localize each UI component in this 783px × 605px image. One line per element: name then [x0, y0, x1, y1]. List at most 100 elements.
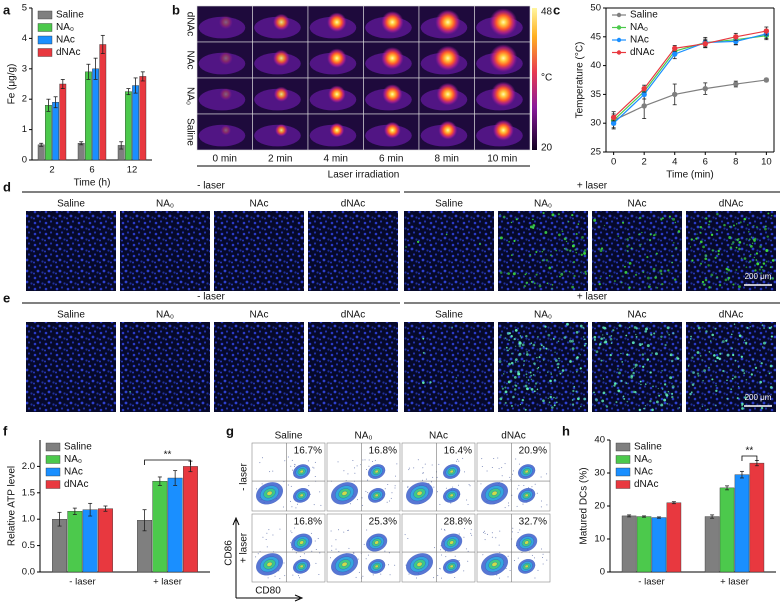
- signal: [536, 388, 539, 391]
- event: [452, 486, 454, 488]
- bar: [84, 71, 92, 161]
- event: [439, 568, 441, 570]
- signal: [736, 238, 739, 241]
- event: [540, 506, 542, 508]
- y-tick-label: 20: [594, 501, 605, 512]
- signal: [661, 217, 664, 220]
- density-contour: [374, 493, 379, 497]
- event: [284, 575, 286, 577]
- signal: [606, 333, 608, 336]
- event: [287, 456, 289, 458]
- event: [362, 504, 364, 506]
- hotspot: [327, 12, 347, 32]
- signal: [618, 324, 622, 327]
- density-contour: [266, 490, 273, 496]
- signal: [626, 238, 629, 241]
- x-tick-label: + laser: [720, 577, 749, 588]
- y-tick-label: 1.0: [22, 514, 35, 525]
- signal: [641, 343, 644, 345]
- signal: [540, 344, 543, 347]
- signal: [704, 257, 707, 260]
- signal: [572, 403, 575, 406]
- col-label: NA₀: [156, 199, 174, 210]
- event: [456, 458, 458, 460]
- density-contour: [449, 540, 454, 545]
- event: [516, 505, 518, 507]
- signal: [662, 388, 664, 390]
- signal: [538, 356, 541, 359]
- event: [433, 486, 435, 488]
- signal: [766, 235, 769, 238]
- event: [528, 487, 530, 489]
- event: [279, 528, 281, 530]
- signal: [542, 249, 545, 251]
- event: [467, 560, 469, 562]
- signal: [535, 273, 538, 276]
- event: [511, 494, 513, 496]
- event: [491, 532, 493, 534]
- significance-bracket: [741, 455, 758, 461]
- signal: [651, 408, 654, 412]
- signal: [716, 356, 719, 360]
- signal: [546, 282, 549, 284]
- colorbar-unit: °C: [541, 73, 552, 84]
- signal: [571, 244, 575, 248]
- event: [534, 577, 536, 579]
- event: [507, 576, 509, 578]
- signal: [573, 385, 576, 388]
- event: [291, 532, 293, 534]
- event: [294, 465, 296, 467]
- hotspot: [273, 86, 289, 102]
- signal: [663, 398, 667, 402]
- signal: [738, 285, 741, 289]
- point: [672, 51, 678, 57]
- flow-panel: Saline NA₀ NAc dNAc - laser 16.7% 16.8% 16.4% 20…: [224, 431, 551, 602]
- signal: [711, 333, 715, 337]
- signal: [583, 397, 587, 401]
- legend-swatch: [615, 455, 631, 464]
- event: [269, 471, 271, 473]
- point: [641, 85, 647, 92]
- density-contour: [491, 561, 498, 567]
- signal: [770, 326, 773, 328]
- signal: [671, 395, 674, 399]
- signal: [733, 323, 736, 325]
- event: [347, 530, 349, 532]
- signal: [499, 397, 503, 401]
- event: [358, 571, 360, 573]
- col-label: NA₀: [534, 199, 552, 210]
- row-label: Saline: [184, 118, 195, 146]
- event: [272, 534, 274, 536]
- bar: [77, 143, 85, 161]
- signal: [530, 374, 533, 377]
- signal: [550, 373, 552, 375]
- signal: [725, 267, 729, 271]
- signal: [553, 404, 556, 407]
- y-axis-label: Fe (μg/g): [7, 64, 18, 105]
- signal: [508, 339, 511, 341]
- density-contour: [299, 493, 304, 497]
- event: [331, 549, 333, 551]
- y-tick-label: 0: [600, 567, 605, 578]
- signal: [634, 366, 636, 368]
- legend-label: NAc: [56, 35, 75, 46]
- gate-percentage: 25.3%: [369, 517, 397, 528]
- signal: [641, 231, 643, 234]
- signal: [659, 269, 663, 273]
- event: [354, 467, 356, 469]
- event: [274, 575, 276, 577]
- gate-percentage: 28.8%: [444, 517, 472, 528]
- signal: [716, 276, 719, 279]
- signal: [503, 373, 505, 375]
- event: [491, 466, 493, 468]
- signal: [530, 388, 534, 391]
- mouse-body: [198, 88, 246, 111]
- signal: [583, 249, 587, 252]
- signal: [690, 391, 693, 394]
- signal: [746, 326, 749, 329]
- density-contour: [449, 493, 454, 497]
- signal: [617, 235, 620, 238]
- signal: [726, 379, 728, 382]
- point: [733, 81, 739, 87]
- event: [438, 463, 440, 465]
